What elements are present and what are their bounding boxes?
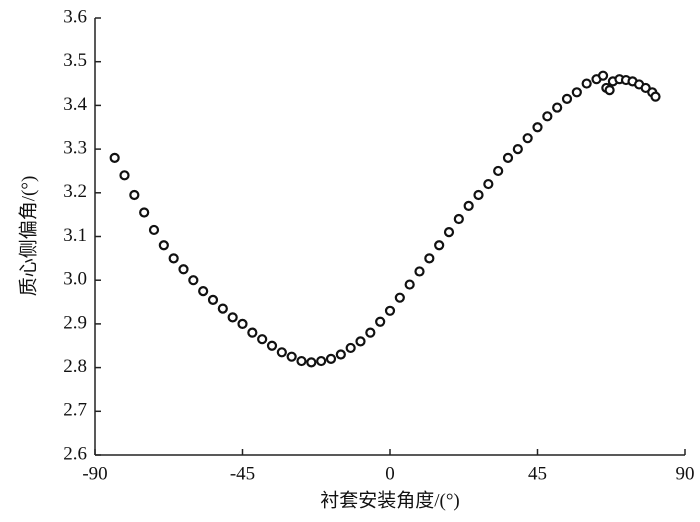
point — [355, 336, 366, 347]
point — [581, 78, 592, 89]
point — [502, 152, 514, 163]
point — [443, 227, 455, 238]
point — [345, 342, 356, 354]
y-tick-label: 2.9 — [63, 312, 87, 333]
x-axis-label: 衬套安装角度/(°) — [320, 489, 460, 511]
point — [207, 294, 219, 305]
point — [561, 93, 573, 104]
point — [188, 275, 199, 286]
point — [257, 334, 268, 345]
point — [571, 87, 582, 98]
x-tick-label: 90 — [676, 463, 695, 484]
point — [168, 253, 179, 264]
point — [493, 165, 504, 177]
point — [129, 189, 140, 201]
point — [276, 347, 287, 358]
point — [394, 292, 405, 303]
x-tick-label: -90 — [82, 463, 107, 484]
point — [404, 279, 415, 290]
point — [473, 189, 484, 201]
y-tick-label: 3.6 — [63, 6, 87, 27]
point — [650, 91, 661, 102]
point — [198, 286, 209, 297]
x-tick-label: 45 — [528, 463, 547, 484]
x-tick-label: -45 — [230, 463, 255, 484]
point — [306, 357, 317, 368]
x-tick-label: 0 — [385, 463, 395, 484]
point — [335, 349, 346, 360]
point — [178, 264, 189, 275]
point — [158, 240, 169, 251]
y-tick-label: 3.4 — [63, 94, 87, 115]
point — [597, 70, 609, 81]
point — [424, 253, 435, 264]
point — [532, 122, 543, 133]
point — [296, 355, 307, 367]
point — [453, 213, 464, 225]
point — [148, 224, 160, 236]
point — [237, 318, 248, 329]
point — [316, 355, 327, 367]
point — [375, 316, 386, 327]
point — [286, 351, 297, 362]
y-tick-label: 3.5 — [63, 50, 87, 71]
point — [384, 305, 396, 316]
y-tick-label: 2.7 — [63, 400, 87, 421]
y-tick-label: 2.6 — [63, 443, 87, 464]
point — [463, 200, 474, 212]
y-axis-label: 质心侧偏角/(°) — [17, 176, 39, 297]
point — [414, 266, 425, 277]
point — [247, 327, 258, 338]
point — [434, 240, 445, 251]
y-tick-label: 3.1 — [63, 225, 87, 246]
y-tick-label: 3.3 — [63, 137, 87, 158]
point — [217, 303, 228, 314]
y-tick-label: 3.0 — [63, 269, 87, 290]
y-tick-label: 2.8 — [63, 356, 87, 377]
point — [227, 312, 238, 323]
point — [522, 133, 533, 144]
point — [604, 85, 615, 96]
y-tick-label: 3.2 — [63, 181, 87, 202]
point — [325, 353, 337, 364]
point — [542, 111, 553, 122]
point — [109, 152, 120, 163]
point — [266, 340, 278, 351]
point — [483, 178, 494, 190]
point — [139, 207, 150, 218]
point — [552, 102, 563, 113]
point — [365, 327, 376, 338]
point — [512, 144, 523, 155]
point — [119, 170, 130, 181]
